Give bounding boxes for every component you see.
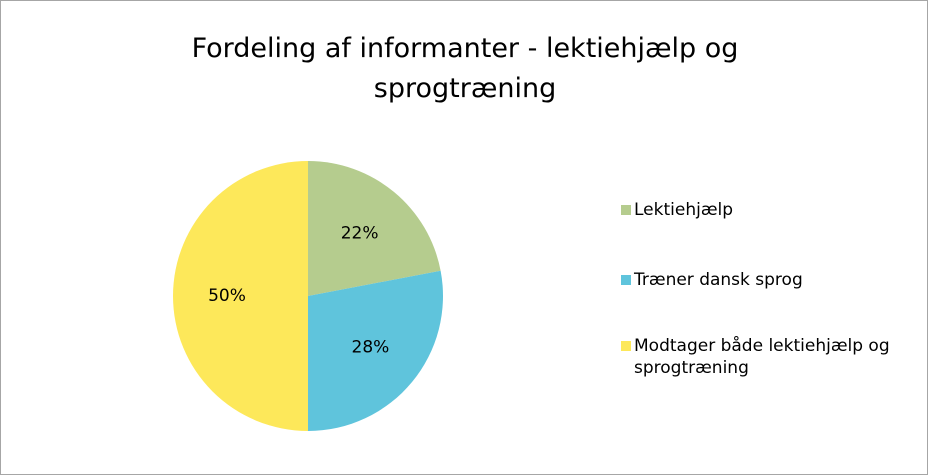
- pie-slice: [173, 161, 308, 431]
- chart-title: Fordeling af informanter - lektiehjælp o…: [191, 33, 739, 104]
- legend-swatch: [621, 341, 631, 351]
- legend-swatch: [621, 275, 631, 285]
- legend-label: Lektiehjælp: [634, 200, 734, 220]
- data-label: 28%: [352, 338, 390, 358]
- pie-slice: [308, 270, 443, 431]
- legend-label: Træner dansk sprog: [634, 270, 803, 290]
- legend-label: Modtager både lektiehjælp og sprogtrænin…: [634, 336, 890, 378]
- legend-item: Modtager både lektiehjælp og sprogtrænin…: [621, 335, 921, 379]
- data-label: 50%: [208, 286, 246, 306]
- legend-item: Træner dansk sprog: [621, 269, 921, 291]
- legend: Lektiehjælp Træner dansk sprog Modtager bå…: [621, 199, 921, 379]
- legend-item: Lektiehjælp: [621, 199, 921, 221]
- data-label: 22%: [341, 224, 379, 244]
- pie-slice: [308, 161, 441, 296]
- legend-swatch: [621, 205, 631, 215]
